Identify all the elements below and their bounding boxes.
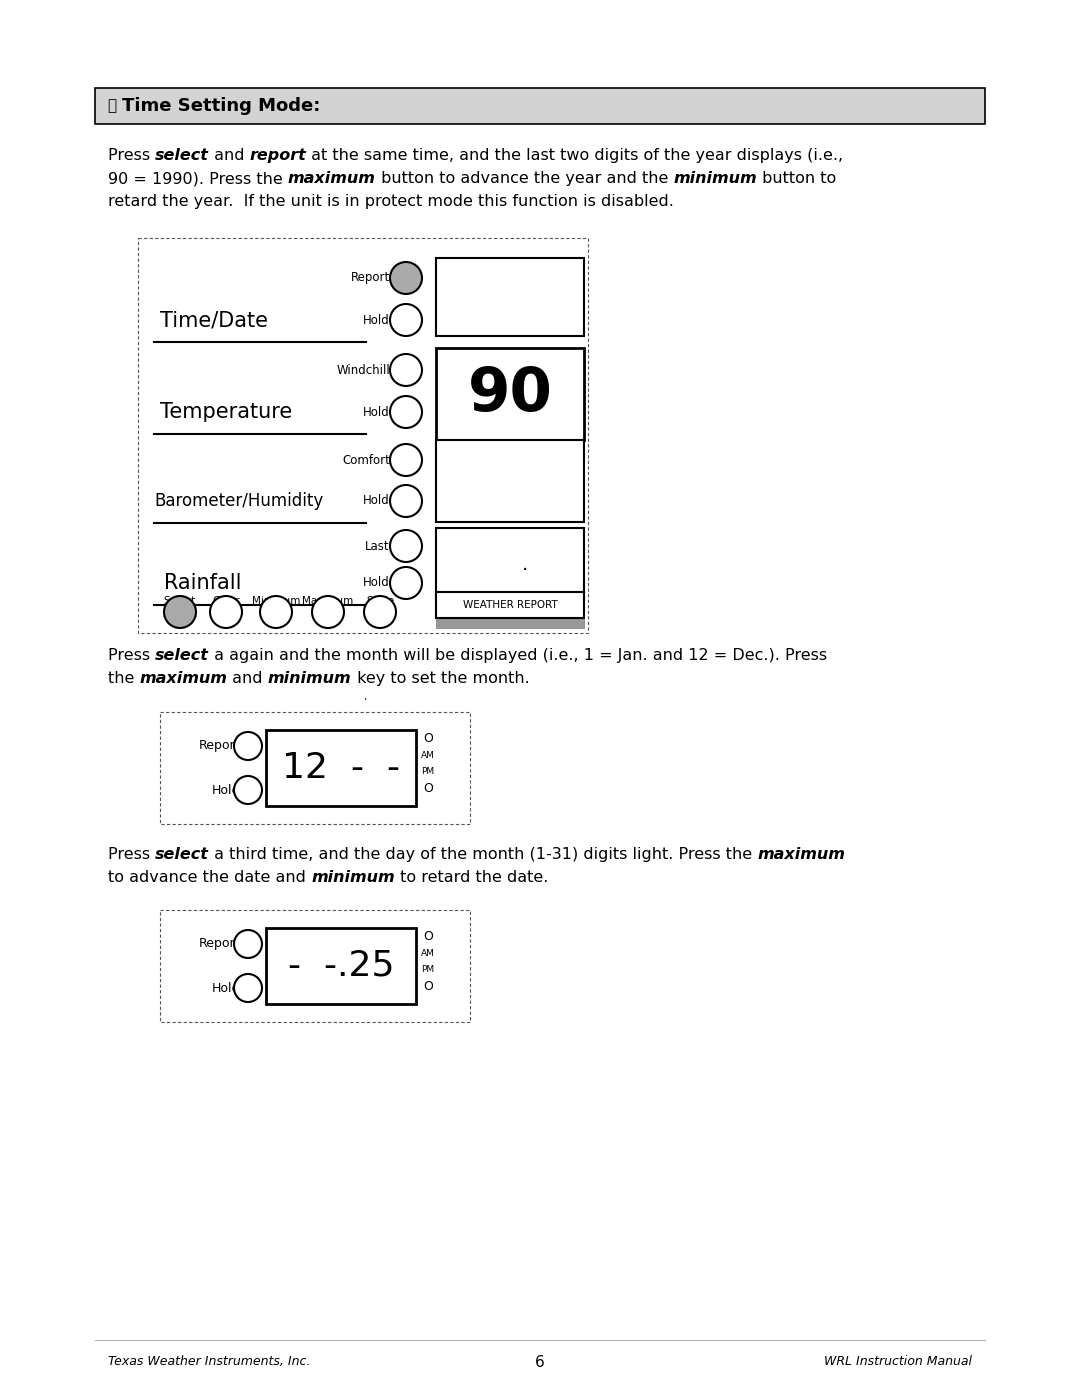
Text: Press: Press — [108, 648, 156, 664]
Text: -  -.25: - -.25 — [287, 949, 394, 983]
Text: a again and the month will be displayed (i.e., 1 = Jan. and 12 = Dec.). Press: a again and the month will be displayed … — [210, 648, 827, 664]
Bar — [436, 592, 584, 617]
Text: maximum: maximum — [757, 847, 846, 862]
Text: to advance the date and: to advance the date and — [108, 870, 311, 886]
Text: Hold: Hold — [363, 495, 390, 507]
Text: O: O — [423, 979, 433, 992]
Circle shape — [390, 395, 422, 427]
Text: minimum: minimum — [673, 170, 757, 186]
Text: O: O — [423, 732, 433, 745]
Circle shape — [390, 529, 422, 562]
Circle shape — [234, 775, 262, 805]
Text: minimum: minimum — [268, 671, 352, 686]
Bar — [436, 619, 584, 629]
Text: Report: Report — [199, 937, 240, 950]
Circle shape — [390, 485, 422, 517]
Text: the: the — [108, 671, 139, 686]
Text: Press: Press — [108, 847, 156, 862]
Text: AM: AM — [421, 950, 435, 958]
Text: PM: PM — [421, 965, 434, 975]
Text: Rainfall: Rainfall — [164, 573, 242, 592]
Circle shape — [234, 732, 262, 760]
Text: and: and — [210, 148, 249, 163]
Bar — [436, 348, 584, 440]
Text: 90 = 1990). Press the: 90 = 1990). Press the — [108, 170, 288, 186]
Circle shape — [390, 353, 422, 386]
Text: Time Setting Mode:: Time Setting Mode: — [122, 96, 321, 115]
Text: ’: ’ — [364, 698, 366, 708]
Text: 12  -  -: 12 - - — [282, 752, 400, 785]
Text: minimum: minimum — [311, 870, 394, 886]
Text: Report: Report — [351, 271, 390, 285]
Text: at the same time, and the last two digits of the year displays (i.e.,: at the same time, and the last two digit… — [307, 148, 843, 163]
Text: .: . — [522, 555, 528, 574]
Text: Hold: Hold — [212, 982, 240, 995]
Circle shape — [390, 567, 422, 599]
Text: O: O — [423, 929, 433, 943]
Text: Hold: Hold — [363, 313, 390, 327]
Circle shape — [390, 305, 422, 337]
Circle shape — [364, 597, 396, 629]
Text: to retard the date.: to retard the date. — [394, 870, 548, 886]
Text: Press: Press — [108, 148, 156, 163]
Text: maximum: maximum — [288, 170, 376, 186]
Text: button to: button to — [757, 170, 836, 186]
Bar — [95, 88, 985, 124]
Bar — [436, 440, 584, 522]
Text: Scale: Scale — [366, 597, 394, 606]
Text: PM: PM — [421, 767, 434, 777]
Text: WEATHER REPORT: WEATHER REPORT — [462, 599, 557, 610]
Bar — [436, 258, 584, 337]
Circle shape — [312, 597, 345, 629]
Text: ⌛: ⌛ — [107, 99, 117, 113]
Circle shape — [234, 930, 262, 958]
Text: Comfort: Comfort — [342, 454, 390, 467]
Text: Hold: Hold — [363, 405, 390, 419]
Text: and: and — [228, 671, 268, 686]
Text: key to set the month.: key to set the month. — [352, 671, 529, 686]
Circle shape — [390, 444, 422, 476]
Text: button to advance the year and the: button to advance the year and the — [376, 170, 673, 186]
Text: maximum: maximum — [139, 671, 228, 686]
Text: 90: 90 — [468, 365, 553, 423]
Text: Windchill: Windchill — [336, 363, 390, 377]
Text: select: select — [156, 148, 210, 163]
Circle shape — [234, 974, 262, 1002]
Text: Barometer/Humidity: Barometer/Humidity — [154, 492, 323, 510]
Bar — [436, 528, 584, 599]
Text: Texas Weather Instruments, Inc.: Texas Weather Instruments, Inc. — [108, 1355, 310, 1368]
Text: Last: Last — [365, 539, 390, 552]
Text: retard the year.  If the unit is in protect mode this function is disabled.: retard the year. If the unit is in prote… — [108, 194, 674, 210]
Text: Hold: Hold — [212, 784, 240, 796]
Text: Minimum: Minimum — [252, 597, 300, 606]
Text: Hold: Hold — [363, 577, 390, 590]
Circle shape — [210, 597, 242, 629]
Text: Time/Date: Time/Date — [160, 310, 268, 330]
Circle shape — [390, 263, 422, 293]
Text: 6: 6 — [535, 1355, 545, 1370]
Text: AM: AM — [421, 752, 435, 760]
Text: select: select — [156, 648, 210, 664]
Text: O: O — [423, 781, 433, 795]
Text: Report: Report — [199, 739, 240, 753]
Circle shape — [164, 597, 195, 629]
Circle shape — [260, 597, 292, 629]
Text: select: select — [156, 847, 210, 862]
Text: Temperature: Temperature — [160, 402, 293, 422]
Bar — [266, 928, 416, 1004]
Text: Maximum: Maximum — [302, 597, 353, 606]
Bar — [266, 731, 416, 806]
Text: a third time, and the day of the month (1-31) digits light. Press the: a third time, and the day of the month (… — [210, 847, 757, 862]
Text: WRL Instruction Manual: WRL Instruction Manual — [824, 1355, 972, 1368]
Text: Select: Select — [164, 597, 197, 606]
Text: Clear: Clear — [213, 597, 240, 606]
Text: report: report — [249, 148, 307, 163]
